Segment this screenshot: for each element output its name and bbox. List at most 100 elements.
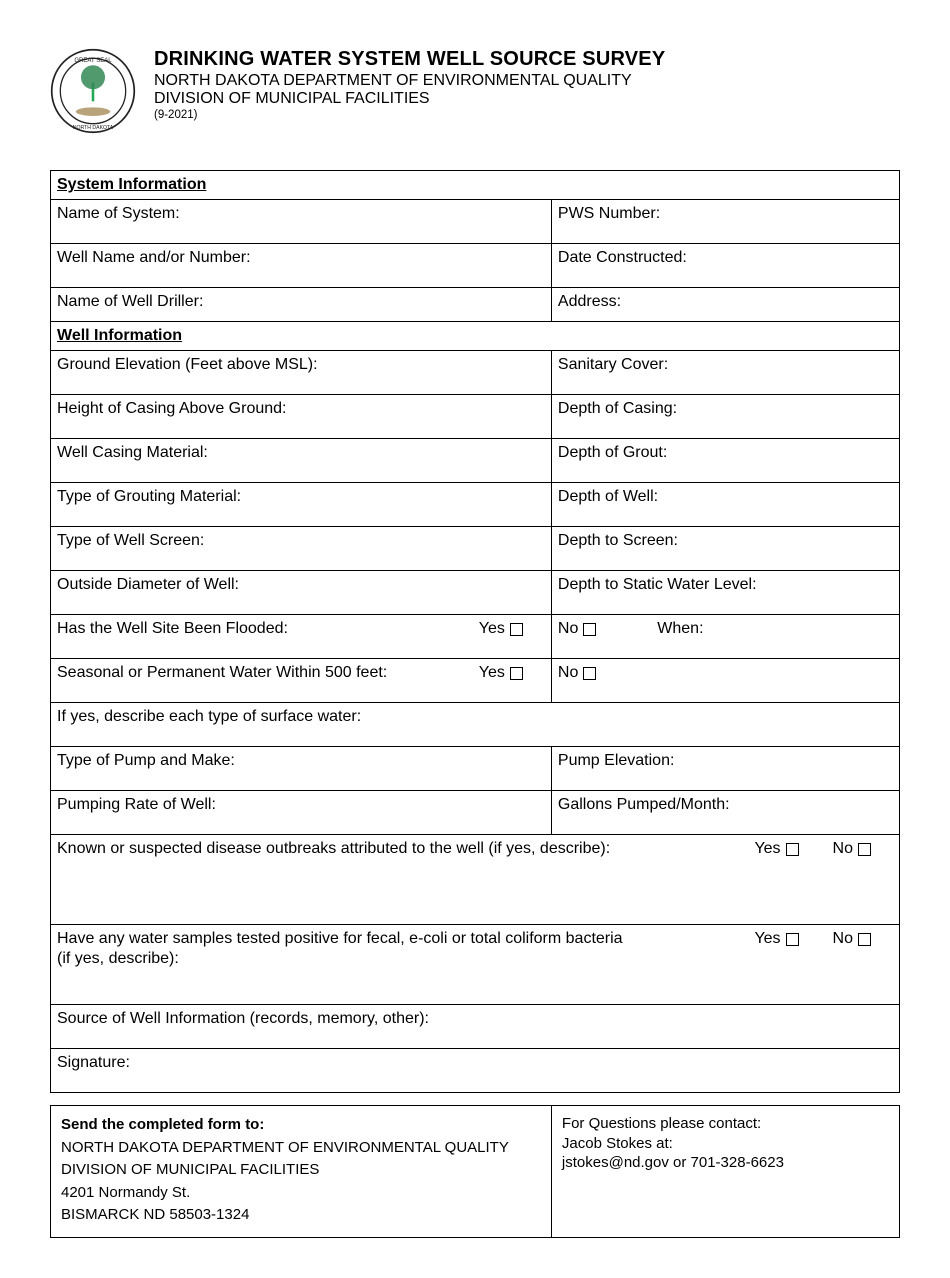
footer-contact-cell: For Questions please contact: Jacob Stok…	[551, 1106, 899, 1238]
field-outside-diameter[interactable]: Outside Diameter of Well:	[51, 571, 552, 615]
field-gallons-pumped[interactable]: Gallons Pumped/Month:	[551, 791, 899, 835]
when-label: When:	[657, 620, 703, 637]
no-option[interactable]: No	[558, 619, 596, 639]
label: Type of Well Screen:	[57, 532, 204, 549]
label: Ground Elevation (Feet above MSL):	[57, 356, 318, 373]
footer-division: DIVISION OF MUNICIPAL FACILITIES	[61, 1159, 541, 1182]
label: Well Casing Material:	[57, 444, 208, 461]
field-describe-surface-water[interactable]: If yes, describe each type of surface wa…	[51, 703, 900, 747]
checkbox-icon[interactable]	[858, 843, 871, 856]
checkbox-icon[interactable]	[583, 667, 596, 680]
field-ground-elevation[interactable]: Ground Elevation (Feet above MSL):	[51, 351, 552, 395]
no-label: No	[558, 619, 578, 639]
no-option[interactable]: No	[833, 929, 871, 949]
label: Has the Well Site Been Flooded:	[57, 619, 479, 639]
header: GREAT SEAL NORTH DAKOTA DRINKING WATER S…	[50, 48, 900, 134]
no-option[interactable]: No	[558, 663, 596, 683]
svg-text:GREAT SEAL: GREAT SEAL	[74, 58, 112, 64]
field-well-casing-material[interactable]: Well Casing Material:	[51, 439, 552, 483]
label: Gallons Pumped/Month:	[558, 796, 730, 813]
field-seasonal-permanent-no[interactable]: No	[551, 659, 899, 703]
field-name-of-system[interactable]: Name of System:	[51, 200, 552, 244]
division-name: DIVISION OF MUNICIPAL FACILITIES	[154, 90, 665, 108]
yes-label: Yes	[754, 839, 780, 859]
label: Height of Casing Above Ground:	[57, 400, 286, 417]
label: Pump Elevation:	[558, 752, 675, 769]
field-type-pump-make[interactable]: Type of Pump and Make:	[51, 747, 552, 791]
field-date-constructed[interactable]: Date Constructed:	[551, 244, 899, 288]
revision-date: (9-2021)	[154, 109, 665, 121]
footer-dept: NORTH DAKOTA DEPARTMENT OF ENVIRONMENTAL…	[61, 1137, 541, 1160]
field-pws-number[interactable]: PWS Number:	[551, 200, 899, 244]
footer-block: Send the completed form to: NORTH DAKOTA…	[50, 1105, 900, 1238]
field-depth-to-screen[interactable]: Depth to Screen:	[551, 527, 899, 571]
field-sanitary-cover[interactable]: Sanitary Cover:	[551, 351, 899, 395]
yes-label: Yes	[754, 929, 780, 949]
no-label: No	[833, 839, 853, 859]
yes-option[interactable]: Yes	[754, 929, 798, 949]
svg-text:NORTH DAKOTA: NORTH DAKOTA	[73, 125, 114, 131]
page-title: DRINKING WATER SYSTEM WELL SOURCE SURVEY	[154, 48, 665, 71]
label: Name of System:	[57, 205, 180, 222]
field-source-of-info[interactable]: Source of Well Information (records, mem…	[51, 1005, 900, 1049]
yes-option[interactable]: Yes	[754, 839, 798, 859]
no-option[interactable]: No	[833, 839, 871, 859]
field-samples-positive[interactable]: Have any water samples tested positive f…	[51, 925, 900, 1005]
field-pumping-rate[interactable]: Pumping Rate of Well:	[51, 791, 552, 835]
checkbox-icon[interactable]	[786, 933, 799, 946]
label: Known or suspected disease outbreaks att…	[57, 839, 732, 859]
yes-label: Yes	[479, 619, 505, 639]
field-flooded-no-when[interactable]: No When:	[551, 615, 899, 659]
yes-option[interactable]: Yes	[479, 663, 523, 683]
footer-street: 4201 Normandy St.	[61, 1182, 541, 1205]
checkbox-icon[interactable]	[583, 623, 596, 636]
label: If yes, describe each type of surface wa…	[57, 708, 361, 725]
field-well-driller[interactable]: Name of Well Driller:	[51, 288, 552, 322]
label: Sanitary Cover:	[558, 356, 668, 373]
field-pump-elevation[interactable]: Pump Elevation:	[551, 747, 899, 791]
questions-label: For Questions please contact:	[562, 1114, 889, 1134]
field-depth-of-casing[interactable]: Depth of Casing:	[551, 395, 899, 439]
field-seasonal-permanent[interactable]: Seasonal or Permanent Water Within 500 f…	[51, 659, 552, 703]
checkbox-icon[interactable]	[858, 933, 871, 946]
label: Outside Diameter of Well:	[57, 576, 239, 593]
label: Well Name and/or Number:	[57, 249, 251, 266]
field-type-well-screen[interactable]: Type of Well Screen:	[51, 527, 552, 571]
field-depth-static-water[interactable]: Depth to Static Water Level:	[551, 571, 899, 615]
label: Name of Well Driller:	[57, 293, 203, 310]
field-flooded[interactable]: Has the Well Site Been Flooded: Yes	[51, 615, 552, 659]
label: Type of Grouting Material:	[57, 488, 241, 505]
state-seal-icon: GREAT SEAL NORTH DAKOTA	[50, 48, 136, 134]
send-to-label: Send the completed form to:	[61, 1114, 541, 1137]
no-label: No	[558, 663, 578, 683]
field-depth-of-grout[interactable]: Depth of Grout:	[551, 439, 899, 483]
field-depth-of-well[interactable]: Depth of Well:	[551, 483, 899, 527]
label: Depth of Grout:	[558, 444, 667, 461]
label: Type of Pump and Make:	[57, 752, 235, 769]
label: Seasonal or Permanent Water Within 500 f…	[57, 663, 479, 683]
field-type-grouting-material[interactable]: Type of Grouting Material:	[51, 483, 552, 527]
label: Depth of Casing:	[558, 400, 677, 417]
checkbox-icon[interactable]	[510, 623, 523, 636]
field-signature[interactable]: Signature:	[51, 1049, 900, 1093]
field-address[interactable]: Address:	[551, 288, 899, 322]
checkbox-icon[interactable]	[510, 667, 523, 680]
checkbox-icon[interactable]	[786, 843, 799, 856]
label: Depth to Screen:	[558, 532, 678, 549]
section-well-information: Well Information	[51, 322, 900, 351]
label: Signature:	[57, 1054, 130, 1071]
header-text: DRINKING WATER SYSTEM WELL SOURCE SURVEY…	[154, 48, 665, 121]
section-system-information: System Information	[51, 171, 900, 200]
field-height-casing-above[interactable]: Height of Casing Above Ground:	[51, 395, 552, 439]
contact-name: Jacob Stokes at:	[562, 1134, 889, 1154]
footer-address-cell: Send the completed form to: NORTH DAKOTA…	[51, 1106, 552, 1238]
yes-option[interactable]: Yes	[479, 619, 523, 639]
label: Date Constructed:	[558, 249, 687, 266]
label: Source of Well Information (records, mem…	[57, 1010, 429, 1027]
label: Depth to Static Water Level:	[558, 576, 757, 593]
field-well-name-number[interactable]: Well Name and/or Number:	[51, 244, 552, 288]
field-disease-outbreaks[interactable]: Known or suspected disease outbreaks att…	[51, 835, 900, 925]
form-table: System Information Name of System: PWS N…	[50, 170, 900, 1093]
footer-table: Send the completed form to: NORTH DAKOTA…	[50, 1105, 900, 1238]
no-label: No	[833, 929, 853, 949]
